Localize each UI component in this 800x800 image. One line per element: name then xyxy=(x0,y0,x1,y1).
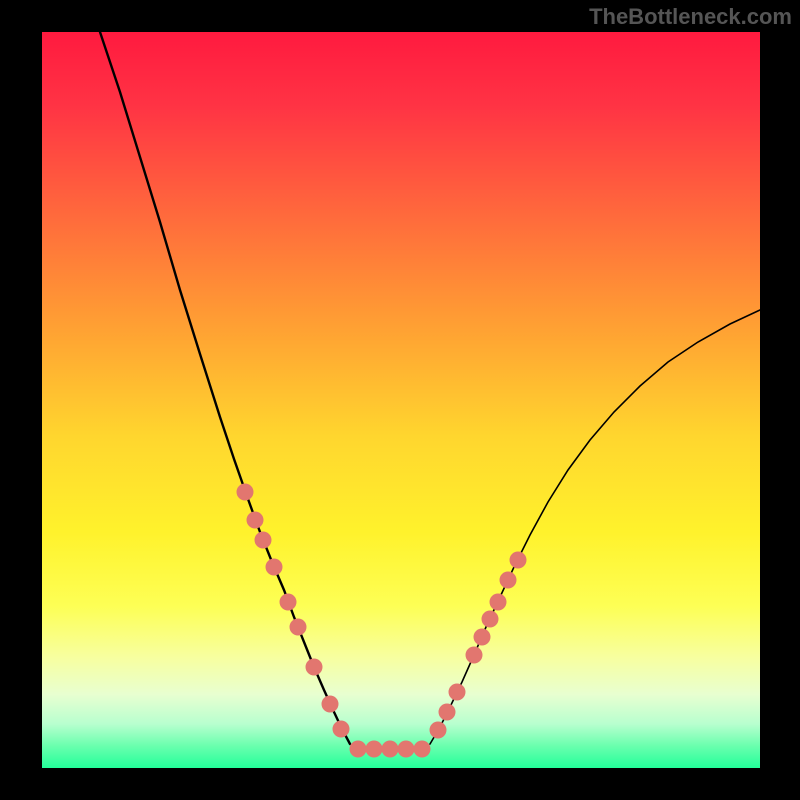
right-curve xyxy=(430,310,760,744)
data-marker xyxy=(439,704,456,721)
data-marker xyxy=(247,512,264,529)
data-marker xyxy=(510,552,527,569)
data-marker xyxy=(333,721,350,738)
data-marker xyxy=(280,594,297,611)
data-marker xyxy=(466,647,483,664)
chart-canvas: TheBottleneck.com xyxy=(0,0,800,800)
data-marker xyxy=(266,559,283,576)
left-curve xyxy=(100,32,350,744)
data-marker xyxy=(322,696,339,713)
plot-area xyxy=(42,32,760,768)
data-marker xyxy=(414,741,431,758)
data-marker xyxy=(490,594,507,611)
data-marker xyxy=(382,741,399,758)
data-marker xyxy=(306,659,323,676)
data-marker xyxy=(255,532,272,549)
data-marker xyxy=(350,741,367,758)
data-marker xyxy=(398,741,415,758)
data-marker xyxy=(500,572,517,589)
data-marker xyxy=(474,629,491,646)
data-marker xyxy=(290,619,307,636)
data-marker xyxy=(366,741,383,758)
data-marker xyxy=(430,722,447,739)
data-marker xyxy=(482,611,499,628)
data-marker xyxy=(449,684,466,701)
markers-group xyxy=(237,484,527,758)
bottleneck-curve-chart xyxy=(42,32,760,768)
data-marker xyxy=(237,484,254,501)
watermark-text: TheBottleneck.com xyxy=(589,4,792,30)
